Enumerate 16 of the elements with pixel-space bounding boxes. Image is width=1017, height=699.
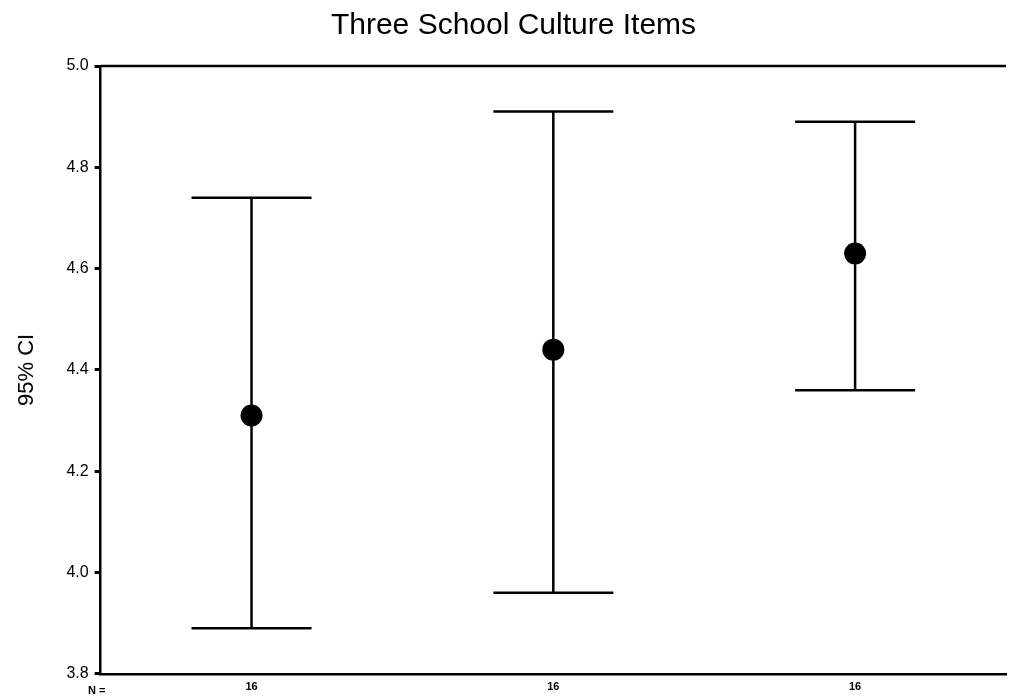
y-tick-label: 4.0 bbox=[66, 562, 89, 580]
y-tick-label: 4.4 bbox=[66, 360, 89, 378]
y-tick-label: 5.0 bbox=[66, 56, 89, 74]
point bbox=[542, 338, 565, 361]
y-tick-label: 4.6 bbox=[66, 259, 89, 277]
chart-title: Three School Culture Items bbox=[330, 7, 697, 41]
x-tick-label: 16 bbox=[245, 680, 258, 693]
x-tick-label: 16 bbox=[547, 680, 560, 693]
point bbox=[844, 242, 867, 265]
y-axis-title: 95% CI bbox=[13, 333, 39, 406]
point bbox=[240, 404, 263, 427]
x-tick-label: 16 bbox=[848, 680, 862, 693]
text: N = bbox=[88, 684, 106, 697]
y-tick-label: 4.8 bbox=[66, 157, 89, 175]
y-tick-label: 4.2 bbox=[66, 461, 89, 479]
y-tick-label: 3.8 bbox=[66, 664, 89, 682]
